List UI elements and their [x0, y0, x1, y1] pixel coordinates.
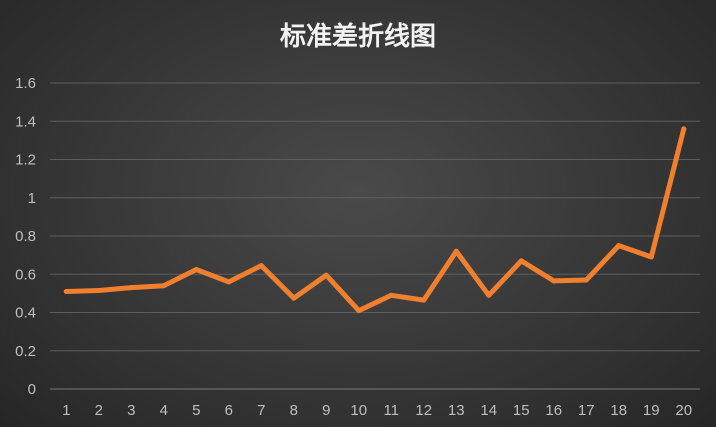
- y-tick-label: 0: [28, 381, 36, 398]
- data-point: [193, 266, 199, 272]
- data-point: [161, 283, 167, 289]
- data-point: [616, 243, 622, 249]
- y-tick-label: 1.2: [15, 152, 36, 169]
- gridlines: [50, 82, 700, 390]
- data-point: [681, 126, 687, 132]
- x-tick-label: 13: [448, 402, 465, 419]
- y-tick-label: 1: [28, 190, 36, 207]
- x-tick-label: 19: [643, 402, 660, 419]
- x-tick-label: 12: [415, 402, 432, 419]
- data-point: [128, 285, 134, 291]
- x-tick-label: 2: [95, 402, 103, 419]
- x-tick-label: 10: [350, 402, 367, 419]
- data-point: [648, 254, 654, 260]
- x-tick-label: 5: [192, 402, 200, 419]
- data-point: [421, 297, 427, 303]
- x-tick-label: 8: [290, 402, 298, 419]
- x-tick-label: 4: [160, 402, 168, 419]
- x-tick-label: 18: [610, 402, 627, 419]
- data-point: [388, 292, 394, 298]
- y-tick-label: 0.4: [15, 305, 36, 322]
- data-point: [356, 308, 362, 314]
- x-tick-label: 1: [62, 402, 70, 419]
- data-point: [63, 288, 69, 294]
- y-axis-ticks: 0 0.2 0.4 0.6 0.8 1 1.2 1.4 1.6: [15, 75, 36, 398]
- x-tick-label: 16: [545, 402, 562, 419]
- data-point: [96, 288, 102, 294]
- x-tick-label: 17: [578, 402, 595, 419]
- data-point: [226, 279, 232, 285]
- x-tick-label: 3: [127, 402, 135, 419]
- x-tick-label: 11: [383, 402, 399, 419]
- x-tick-label: 14: [480, 402, 497, 419]
- data-point: [258, 263, 264, 269]
- data-point: [323, 272, 329, 278]
- x-axis-ticks: 1 2 3 4 5 6 7 8 9 10 11 12 13 14 15 16 17 18 19 20: [62, 402, 692, 419]
- x-tick-label: 6: [225, 402, 233, 419]
- data-point: [291, 295, 297, 301]
- chart-title: 标准差折线图: [280, 21, 436, 52]
- y-tick-label: 0.8: [15, 228, 36, 245]
- data-point: [453, 248, 459, 254]
- data-point: [486, 292, 492, 298]
- x-tick-label: 20: [675, 402, 692, 419]
- data-point: [518, 258, 524, 264]
- series-line: [63, 126, 687, 314]
- data-point: [583, 277, 589, 283]
- data-point: [551, 278, 557, 284]
- y-tick-label: 1.4: [15, 113, 36, 130]
- y-tick-label: 1.6: [15, 75, 36, 92]
- series-layer: [63, 126, 687, 314]
- x-tick-label: 15: [513, 402, 530, 419]
- x-tick-label: 9: [322, 402, 330, 419]
- y-tick-label: 0.2: [15, 343, 36, 360]
- x-tick-label: 7: [257, 402, 265, 419]
- y-tick-label: 0.6: [15, 266, 36, 283]
